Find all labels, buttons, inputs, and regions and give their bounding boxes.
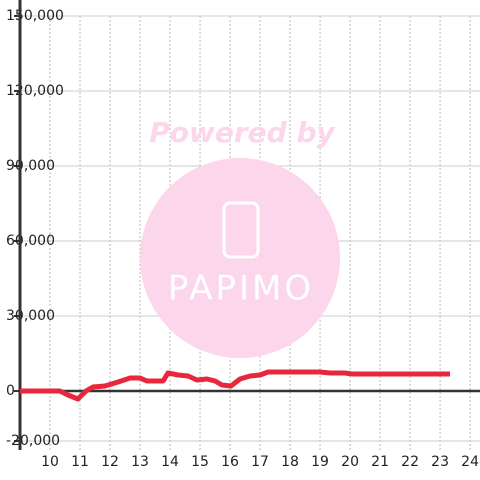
x-tick-label: 19 bbox=[311, 454, 329, 470]
data-line bbox=[20, 369, 450, 402]
x-tick-label: 13 bbox=[131, 454, 149, 470]
x-tick-label: 10 bbox=[41, 454, 59, 470]
x-tick-label: 14 bbox=[161, 454, 179, 470]
x-tick-label: 22 bbox=[401, 454, 419, 470]
x-tick-label: 24 bbox=[461, 454, 479, 470]
x-tick-label: 17 bbox=[251, 454, 269, 470]
x-tick-label: 11 bbox=[71, 454, 89, 470]
y-tick-label: 150,000 bbox=[6, 8, 64, 24]
y-tick-label: -20,000 bbox=[6, 433, 60, 449]
x-tick-label: 12 bbox=[101, 454, 119, 470]
y-tick-label: 30,000 bbox=[6, 308, 55, 324]
x-tick-label: 20 bbox=[341, 454, 359, 470]
watermark-logo: PAPIMO bbox=[168, 269, 314, 309]
y-tick-label: 0 bbox=[6, 383, 15, 399]
watermark-text: Powered by bbox=[149, 116, 336, 149]
x-tick-label: 18 bbox=[281, 454, 299, 470]
y-tick-label: 90,000 bbox=[6, 158, 55, 174]
x-tick-label: 16 bbox=[221, 454, 239, 470]
watermark: Powered by PAPIMO bbox=[140, 116, 340, 358]
x-tick-label: 23 bbox=[431, 454, 449, 470]
x-tick-label: 21 bbox=[371, 454, 389, 470]
x-tick-label: 15 bbox=[191, 454, 209, 470]
y-tick-label: 60,000 bbox=[6, 233, 55, 249]
y-tick-label: 120,000 bbox=[6, 83, 64, 99]
watermark-phone bbox=[222, 201, 260, 259]
